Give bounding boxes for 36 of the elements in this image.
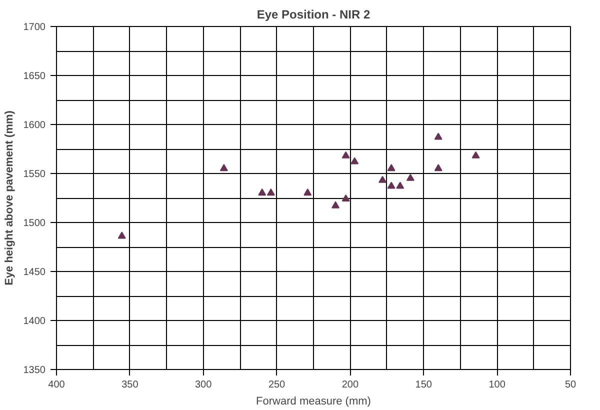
- point: [434, 164, 442, 172]
- y-tick-label: 1550: [23, 169, 46, 180]
- point: [118, 232, 126, 239]
- point: [396, 182, 404, 189]
- chart-title: Eye Position - NIR 2: [256, 8, 371, 22]
- x-tick-label: 50: [564, 380, 576, 390]
- y-tick-label: 1450: [23, 267, 46, 278]
- x-axis-title: Forward measure (mm): [256, 396, 371, 408]
- point: [258, 188, 266, 196]
- y-axis-title: Eye height above pavement (mm): [3, 110, 16, 286]
- point: [220, 164, 228, 172]
- y-tick-label: 1600: [23, 120, 46, 131]
- point: [350, 157, 359, 164]
- point: [406, 174, 414, 181]
- x-tick-label: 250: [268, 380, 286, 390]
- y-tick-label: 1400: [23, 316, 46, 327]
- y-tick-label: 1350: [23, 365, 46, 376]
- y-tick-label: 1500: [23, 218, 46, 229]
- point: [266, 188, 275, 196]
- y-tick-label: 1650: [23, 71, 46, 82]
- x-tick-label: 300: [195, 380, 212, 390]
- point: [304, 188, 312, 196]
- point: [387, 182, 396, 189]
- point: [332, 201, 340, 208]
- x-tick-label: 150: [415, 380, 432, 390]
- x-tick-label: 100: [488, 380, 506, 390]
- point: [342, 151, 350, 158]
- y-tick-label: 1700: [23, 22, 46, 33]
- point: [342, 194, 350, 202]
- point: [434, 132, 442, 140]
- x-tick-label: 200: [342, 380, 359, 390]
- point: [387, 164, 396, 172]
- x-tick-label: 400: [48, 380, 66, 390]
- point: [472, 151, 480, 158]
- x-tick-label: 350: [122, 380, 139, 390]
- point: [378, 176, 387, 183]
